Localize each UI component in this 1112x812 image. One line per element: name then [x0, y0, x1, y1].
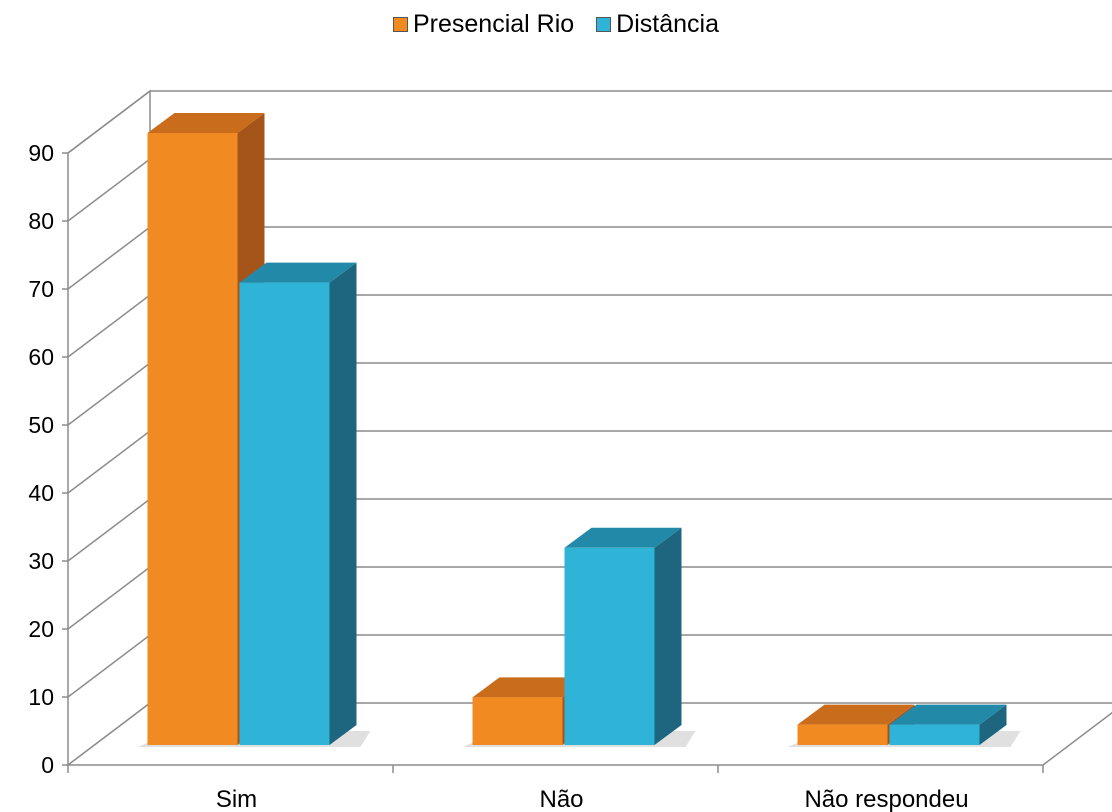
bar-presencial-rio — [472, 697, 563, 745]
chart-bars — [137, 113, 1021, 747]
bar-side — [979, 704, 1007, 745]
gridline-side — [67, 566, 151, 630]
bar-top — [147, 113, 265, 133]
bar-distancia — [239, 282, 330, 745]
bar-top — [797, 704, 915, 725]
bar-side — [329, 262, 357, 745]
chart-legend: Presencial Rio Distância — [0, 10, 1112, 39]
x-category-label: Não respondeu — [804, 786, 968, 812]
gridline-side — [67, 498, 151, 562]
gridline-side — [67, 158, 151, 222]
y-tick-label: 90 — [28, 140, 54, 166]
left-wall-outline — [67, 89, 151, 766]
chart-axis: 0 10 20 30 40 50 60 70 80 90 Sim Não Não respondeu — [28, 140, 1044, 812]
bar-top — [889, 704, 1007, 725]
bar-presencial-rio — [797, 724, 888, 745]
y-tick-label: 50 — [28, 412, 54, 438]
bar-presencial-rio — [147, 133, 238, 745]
gridline-side — [67, 90, 151, 154]
bar-distancia — [564, 547, 655, 745]
bar-top — [239, 262, 357, 283]
gridline-side — [67, 430, 151, 494]
y-tick-label: 60 — [28, 344, 54, 370]
gridline-side — [67, 226, 151, 290]
y-tick-label: 70 — [28, 276, 54, 302]
legend-item-distancia: Distância — [596, 10, 719, 39]
y-tick-label: 0 — [41, 752, 54, 778]
y-tick-label: 10 — [28, 684, 54, 710]
legend-swatch-distancia — [596, 17, 612, 32]
bar-distancia — [889, 724, 980, 745]
chart-walls — [67, 89, 151, 766]
y-tick-label: 30 — [28, 548, 54, 574]
legend-label-presencial-rio: Presencial Rio — [412, 10, 575, 38]
bar-top — [564, 527, 682, 548]
legend-label-distancia: Distância — [616, 10, 719, 38]
x-category-label: Sim — [216, 786, 257, 812]
y-tick-label: 40 — [28, 480, 54, 506]
legend-swatch-presencial-rio — [392, 17, 408, 32]
bar-side — [654, 527, 682, 745]
gridline-side — [67, 294, 151, 358]
gridline-side — [67, 634, 151, 698]
y-tick-label: 20 — [28, 616, 54, 642]
legend-item-presencial-rio: Presencial Rio — [392, 10, 575, 39]
gridline-side — [67, 362, 151, 426]
bar-top — [472, 677, 590, 698]
y-tick-label: 80 — [28, 208, 54, 234]
x-category-label: Não — [539, 786, 583, 812]
